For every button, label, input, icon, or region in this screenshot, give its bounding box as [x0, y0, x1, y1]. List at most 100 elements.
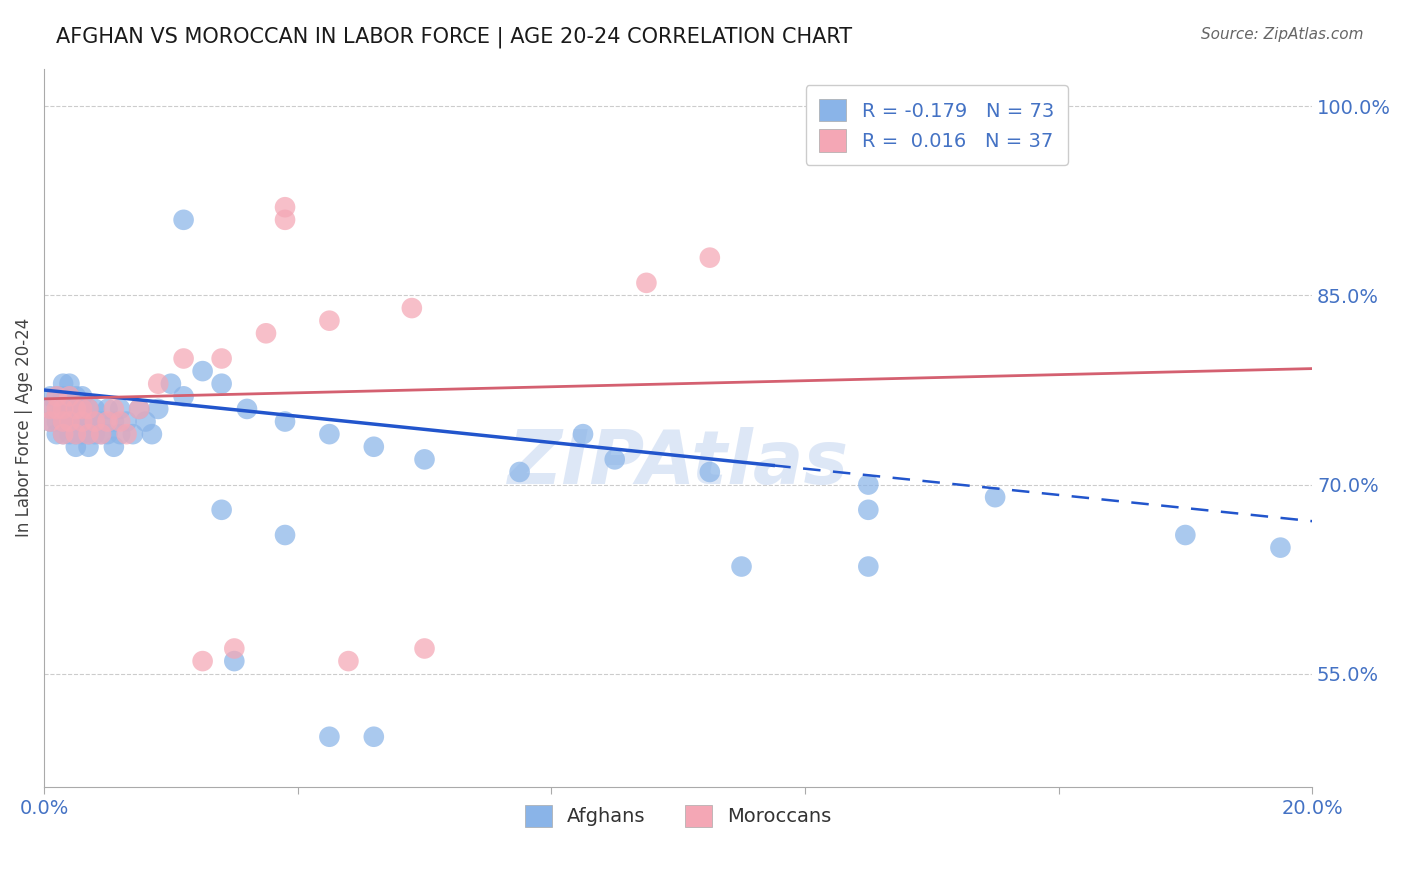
Text: AFGHAN VS MOROCCAN IN LABOR FORCE | AGE 20-24 CORRELATION CHART: AFGHAN VS MOROCCAN IN LABOR FORCE | AGE … [56, 27, 852, 48]
Point [65, 440, 87, 454]
Legend: Afghans, Moroccans: Afghans, Moroccans [517, 797, 839, 835]
Point [96, 427, 118, 442]
Point [45, 401, 67, 416]
Point [858, 503, 880, 517]
Point [39, 401, 62, 416]
Point [363, 730, 385, 744]
Point [58, 427, 80, 442]
Point [70, 401, 93, 416]
Point [160, 376, 183, 391]
Point [730, 559, 752, 574]
Point [108, 415, 131, 429]
Point [83, 415, 105, 429]
Text: Source: ZipAtlas.com: Source: ZipAtlas.com [1201, 27, 1364, 42]
Point [122, 427, 145, 442]
Point [70, 389, 93, 403]
Point [236, 401, 259, 416]
Point [984, 490, 1007, 504]
Point [224, 654, 246, 668]
Point [128, 401, 150, 416]
Point [83, 427, 105, 442]
Point [65, 427, 87, 442]
Point [45, 415, 67, 429]
Point [103, 415, 125, 429]
Point [77, 401, 100, 416]
Point [1174, 528, 1197, 542]
Point [96, 415, 118, 429]
Point [65, 389, 87, 403]
Point [699, 251, 721, 265]
Point [45, 389, 67, 403]
Point [77, 415, 100, 429]
Point [52, 415, 75, 429]
Point [90, 415, 112, 429]
Point [148, 376, 170, 391]
Point [115, 415, 138, 429]
Point [65, 415, 87, 429]
Point [173, 389, 195, 403]
Point [413, 641, 436, 656]
Point [274, 212, 297, 227]
Point [77, 427, 100, 442]
Point [363, 440, 385, 454]
Point [52, 401, 75, 416]
Point [58, 401, 80, 416]
Point [83, 415, 105, 429]
Point [636, 276, 658, 290]
Point [211, 503, 233, 517]
Point [224, 641, 246, 656]
Point [858, 477, 880, 491]
Point [103, 401, 125, 416]
Point [211, 351, 233, 366]
Point [108, 401, 131, 416]
Point [318, 314, 340, 328]
Point [603, 452, 626, 467]
Point [77, 440, 100, 454]
Text: ZIPAtlas: ZIPAtlas [508, 427, 849, 500]
Point [1270, 541, 1292, 555]
Point [65, 401, 87, 416]
Point [401, 301, 423, 315]
Point [96, 401, 118, 416]
Point [572, 427, 595, 442]
Point [211, 376, 233, 391]
Point [70, 415, 93, 429]
Point [699, 465, 721, 479]
Point [70, 427, 93, 442]
Point [337, 654, 360, 668]
Point [141, 427, 163, 442]
Point [191, 654, 214, 668]
Point [90, 427, 112, 442]
Point [254, 326, 277, 341]
Point [90, 427, 112, 442]
Point [274, 528, 297, 542]
Point [52, 415, 75, 429]
Point [984, 99, 1007, 113]
Point [58, 389, 80, 403]
Point [115, 427, 138, 442]
Point [45, 401, 67, 416]
Point [274, 200, 297, 214]
Point [58, 415, 80, 429]
Point [39, 389, 62, 403]
Y-axis label: In Labor Force | Age 20-24: In Labor Force | Age 20-24 [15, 318, 32, 538]
Point [128, 401, 150, 416]
Point [274, 415, 297, 429]
Point [39, 415, 62, 429]
Point [83, 401, 105, 416]
Point [70, 415, 93, 429]
Point [52, 389, 75, 403]
Point [318, 730, 340, 744]
Point [135, 415, 157, 429]
Point [39, 401, 62, 416]
Point [65, 401, 87, 416]
Point [77, 427, 100, 442]
Point [413, 452, 436, 467]
Point [52, 427, 75, 442]
Point [52, 376, 75, 391]
Point [70, 401, 93, 416]
Point [52, 427, 75, 442]
Point [58, 415, 80, 429]
Point [52, 401, 75, 416]
Point [45, 389, 67, 403]
